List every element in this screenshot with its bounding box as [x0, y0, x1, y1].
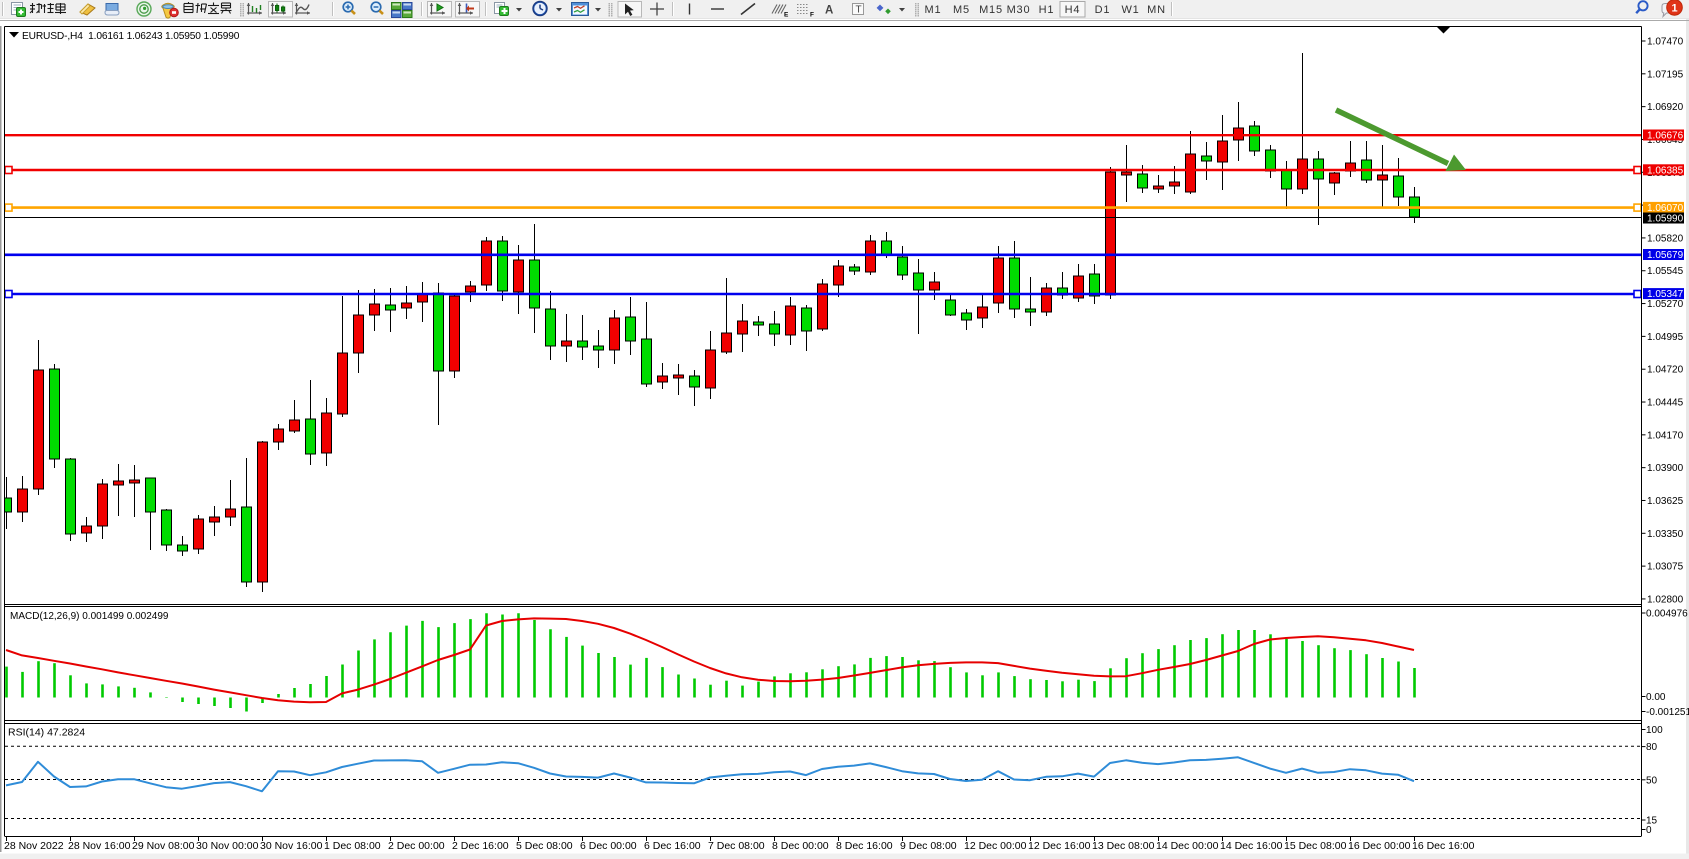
svg-text:12 Dec 16:00: 12 Dec 16:00 [1028, 840, 1091, 852]
svg-text:0.004976: 0.004976 [1646, 609, 1688, 620]
svg-text:F: F [810, 12, 814, 19]
svg-text:1.06920: 1.06920 [1647, 102, 1684, 113]
svg-text:1.03350: 1.03350 [1647, 529, 1684, 540]
svg-text:1.03075: 1.03075 [1647, 562, 1684, 573]
svg-text:28 Nov 16:00: 28 Nov 16:00 [68, 840, 131, 852]
svg-text:A: A [825, 5, 833, 17]
svg-text:0.00: 0.00 [1646, 692, 1666, 703]
svg-text:1.06385: 1.06385 [1647, 165, 1684, 176]
svg-text:14 Dec 00:00: 14 Dec 00:00 [1156, 840, 1219, 852]
svg-text:1.07470: 1.07470 [1647, 37, 1684, 48]
svg-text:T: T [856, 5, 862, 16]
svg-text:-0.001251: -0.001251 [1646, 707, 1689, 718]
svg-text:1.06070: 1.06070 [1647, 203, 1684, 214]
svg-text:14 Dec 16:00: 14 Dec 16:00 [1220, 840, 1283, 852]
svg-text:13 Dec 08:00: 13 Dec 08:00 [1092, 840, 1155, 852]
svg-text:E: E [784, 12, 789, 19]
svg-text:7 Dec 08:00: 7 Dec 08:00 [708, 840, 765, 852]
svg-text:1.05820: 1.05820 [1647, 233, 1684, 244]
svg-text:1.05679: 1.05679 [1647, 250, 1684, 261]
svg-text:MN: MN [1147, 4, 1166, 16]
svg-text:2 Dec 16:00: 2 Dec 16:00 [452, 840, 509, 852]
svg-text:M1: M1 [925, 4, 942, 16]
svg-text:M15: M15 [979, 4, 1003, 16]
svg-text:1.04720: 1.04720 [1647, 365, 1684, 376]
svg-text:16 Dec 00:00: 16 Dec 00:00 [1348, 840, 1411, 852]
svg-text:1.03900: 1.03900 [1647, 463, 1684, 474]
svg-text:1.04995: 1.04995 [1647, 332, 1684, 343]
svg-text:H4: H4 [1065, 4, 1081, 16]
svg-text:RSI(14) 47.2824: RSI(14) 47.2824 [8, 727, 85, 739]
svg-text:30 Nov 16:00: 30 Nov 16:00 [260, 840, 323, 852]
svg-text:30 Nov 00:00: 30 Nov 00:00 [196, 840, 259, 852]
svg-text:1.05990: 1.05990 [1647, 214, 1684, 225]
svg-text:6 Dec 16:00: 6 Dec 16:00 [644, 840, 701, 852]
svg-text:15: 15 [1646, 816, 1658, 827]
svg-text:M30: M30 [1007, 4, 1031, 16]
svg-text:1.02800: 1.02800 [1647, 594, 1684, 605]
svg-text:D1: D1 [1095, 4, 1111, 16]
svg-text:100: 100 [1646, 725, 1663, 736]
svg-text:80: 80 [1646, 742, 1658, 753]
svg-text:1.05545: 1.05545 [1647, 266, 1684, 277]
svg-text:1.06676: 1.06676 [1647, 131, 1684, 142]
svg-text:M5: M5 [953, 4, 970, 16]
svg-text:28 Nov 2022: 28 Nov 2022 [4, 840, 64, 852]
svg-text:1.04445: 1.04445 [1647, 398, 1684, 409]
svg-text:2 Dec 00:00: 2 Dec 00:00 [388, 840, 445, 852]
svg-text:12 Dec 00:00: 12 Dec 00:00 [964, 840, 1027, 852]
svg-text:8 Dec 00:00: 8 Dec 00:00 [772, 840, 829, 852]
svg-text:1.05347: 1.05347 [1647, 289, 1684, 300]
svg-text:8 Dec 16:00: 8 Dec 16:00 [836, 840, 893, 852]
svg-text:1.07195: 1.07195 [1647, 69, 1684, 80]
svg-text:6 Dec 00:00: 6 Dec 00:00 [580, 840, 637, 852]
svg-text:1.04170: 1.04170 [1647, 430, 1684, 441]
svg-text:0: 0 [1646, 825, 1652, 836]
svg-text:1: 1 [1671, 3, 1677, 15]
svg-text:9 Dec 08:00: 9 Dec 08:00 [900, 840, 957, 852]
svg-text:1.03625: 1.03625 [1647, 496, 1684, 507]
svg-text:1 Dec 08:00: 1 Dec 08:00 [324, 840, 381, 852]
svg-text:1.05270: 1.05270 [1647, 299, 1684, 310]
svg-text:W1: W1 [1121, 4, 1139, 16]
svg-text:MACD(12,26,9) 0.001499 0.00249: MACD(12,26,9) 0.001499 0.002499 [10, 611, 169, 622]
svg-text:H1: H1 [1039, 4, 1055, 16]
svg-text:16 Dec 16:00: 16 Dec 16:00 [1412, 840, 1475, 852]
svg-text:50: 50 [1646, 775, 1658, 786]
svg-text:5 Dec 08:00: 5 Dec 08:00 [516, 840, 573, 852]
svg-text:29 Nov 08:00: 29 Nov 08:00 [132, 840, 195, 852]
svg-text:15 Dec 08:00: 15 Dec 08:00 [1284, 840, 1347, 852]
svg-text:EURUSD-,H4 1.06161 1.06243 1.: EURUSD-,H4 1.06161 1.06243 1.05950 1.059… [22, 31, 240, 42]
